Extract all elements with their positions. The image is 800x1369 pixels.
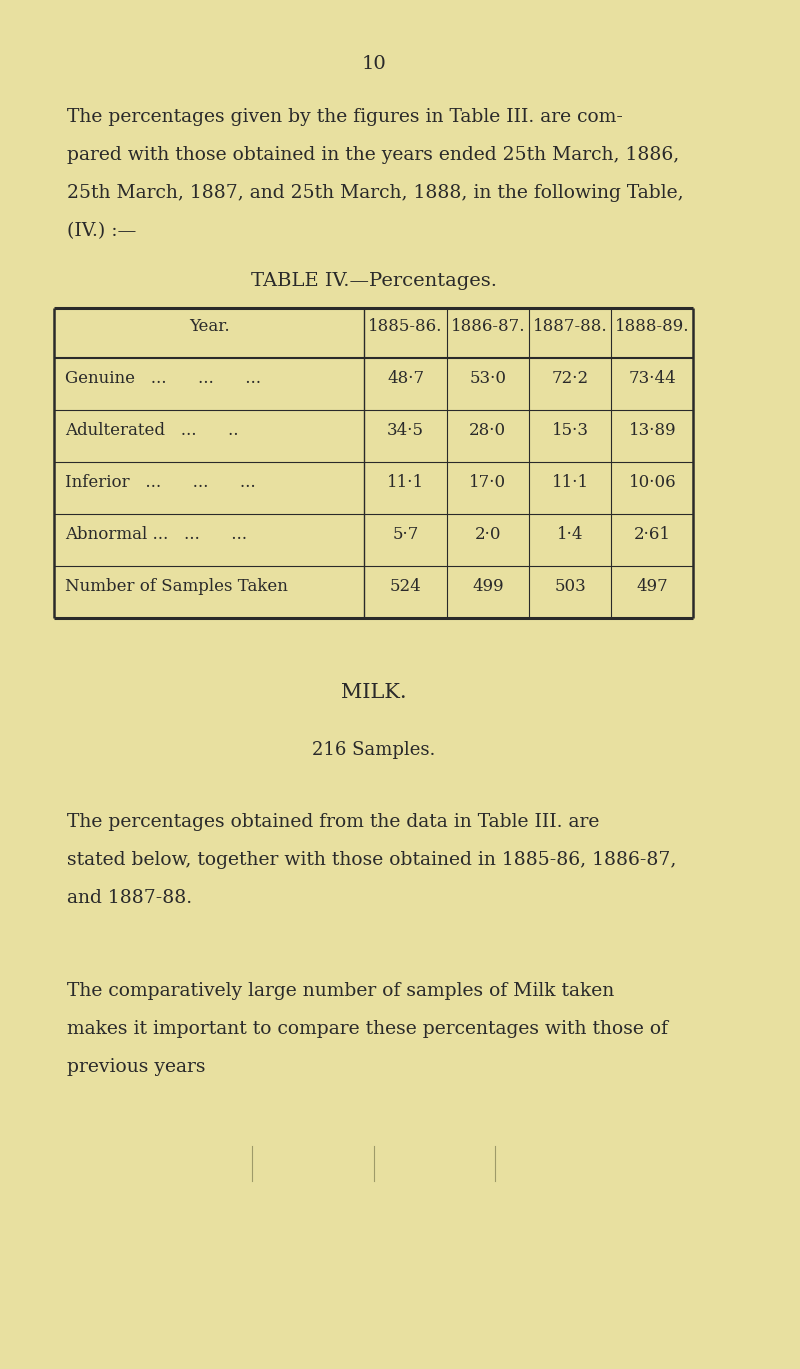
- Text: 5·7: 5·7: [392, 526, 418, 543]
- Text: stated below, together with those obtained in 1885-86, 1886-87,: stated below, together with those obtain…: [67, 852, 677, 869]
- Text: 48·7: 48·7: [387, 370, 424, 387]
- Text: Inferior   ...      ...      ...: Inferior ... ... ...: [66, 474, 256, 491]
- Text: 1887-88.: 1887-88.: [533, 318, 607, 335]
- Text: 2·0: 2·0: [474, 526, 501, 543]
- Text: 34·5: 34·5: [387, 422, 424, 439]
- Text: 72·2: 72·2: [551, 370, 589, 387]
- Text: The comparatively large number of samples of Milk taken: The comparatively large number of sample…: [67, 982, 614, 999]
- Text: 1885-86.: 1885-86.: [368, 318, 442, 335]
- Text: 1888-89.: 1888-89.: [615, 318, 690, 335]
- Text: 11·1: 11·1: [551, 474, 589, 491]
- Text: 28·0: 28·0: [470, 422, 506, 439]
- Text: 216 Samples.: 216 Samples.: [312, 741, 435, 758]
- Text: 11·1: 11·1: [387, 474, 424, 491]
- Text: Genuine   ...      ...      ...: Genuine ... ... ...: [66, 370, 262, 387]
- Text: Year.: Year.: [189, 318, 230, 335]
- Text: (IV.) :—: (IV.) :—: [67, 222, 137, 240]
- Text: 10·06: 10·06: [629, 474, 676, 491]
- Text: 17·0: 17·0: [470, 474, 506, 491]
- Text: 1886-87.: 1886-87.: [450, 318, 525, 335]
- Text: 73·44: 73·44: [628, 370, 676, 387]
- Text: and 1887-88.: and 1887-88.: [67, 888, 193, 908]
- Text: The percentages given by the figures in Table III. are com-: The percentages given by the figures in …: [67, 108, 623, 126]
- Text: 2·61: 2·61: [634, 526, 670, 543]
- Text: pared with those obtained in the years ended 25th March, 1886,: pared with those obtained in the years e…: [67, 146, 679, 164]
- Text: Number of Samples Taken: Number of Samples Taken: [66, 578, 288, 596]
- Text: Adulterated   ...      ..: Adulterated ... ..: [66, 422, 239, 439]
- Text: 25th March, 1887, and 25th March, 1888, in the following Table,: 25th March, 1887, and 25th March, 1888, …: [67, 183, 684, 203]
- Text: Abnormal ...   ...      ...: Abnormal ... ... ...: [66, 526, 247, 543]
- Text: previous years: previous years: [67, 1058, 206, 1076]
- Text: The percentages obtained from the data in Table III. are: The percentages obtained from the data i…: [67, 813, 600, 831]
- Text: 1·4: 1·4: [557, 526, 583, 543]
- Text: 53·0: 53·0: [470, 370, 506, 387]
- Text: 10: 10: [362, 55, 386, 73]
- Text: 503: 503: [554, 578, 586, 596]
- Text: 499: 499: [472, 578, 504, 596]
- Text: 497: 497: [636, 578, 668, 596]
- Text: makes it important to compare these percentages with those of: makes it important to compare these perc…: [67, 1020, 668, 1038]
- Text: 524: 524: [390, 578, 422, 596]
- Text: 13·89: 13·89: [629, 422, 676, 439]
- Text: TABLE IV.—Percentages.: TABLE IV.—Percentages.: [250, 272, 497, 290]
- Text: 15·3: 15·3: [551, 422, 589, 439]
- Text: MILK.: MILK.: [341, 683, 406, 702]
